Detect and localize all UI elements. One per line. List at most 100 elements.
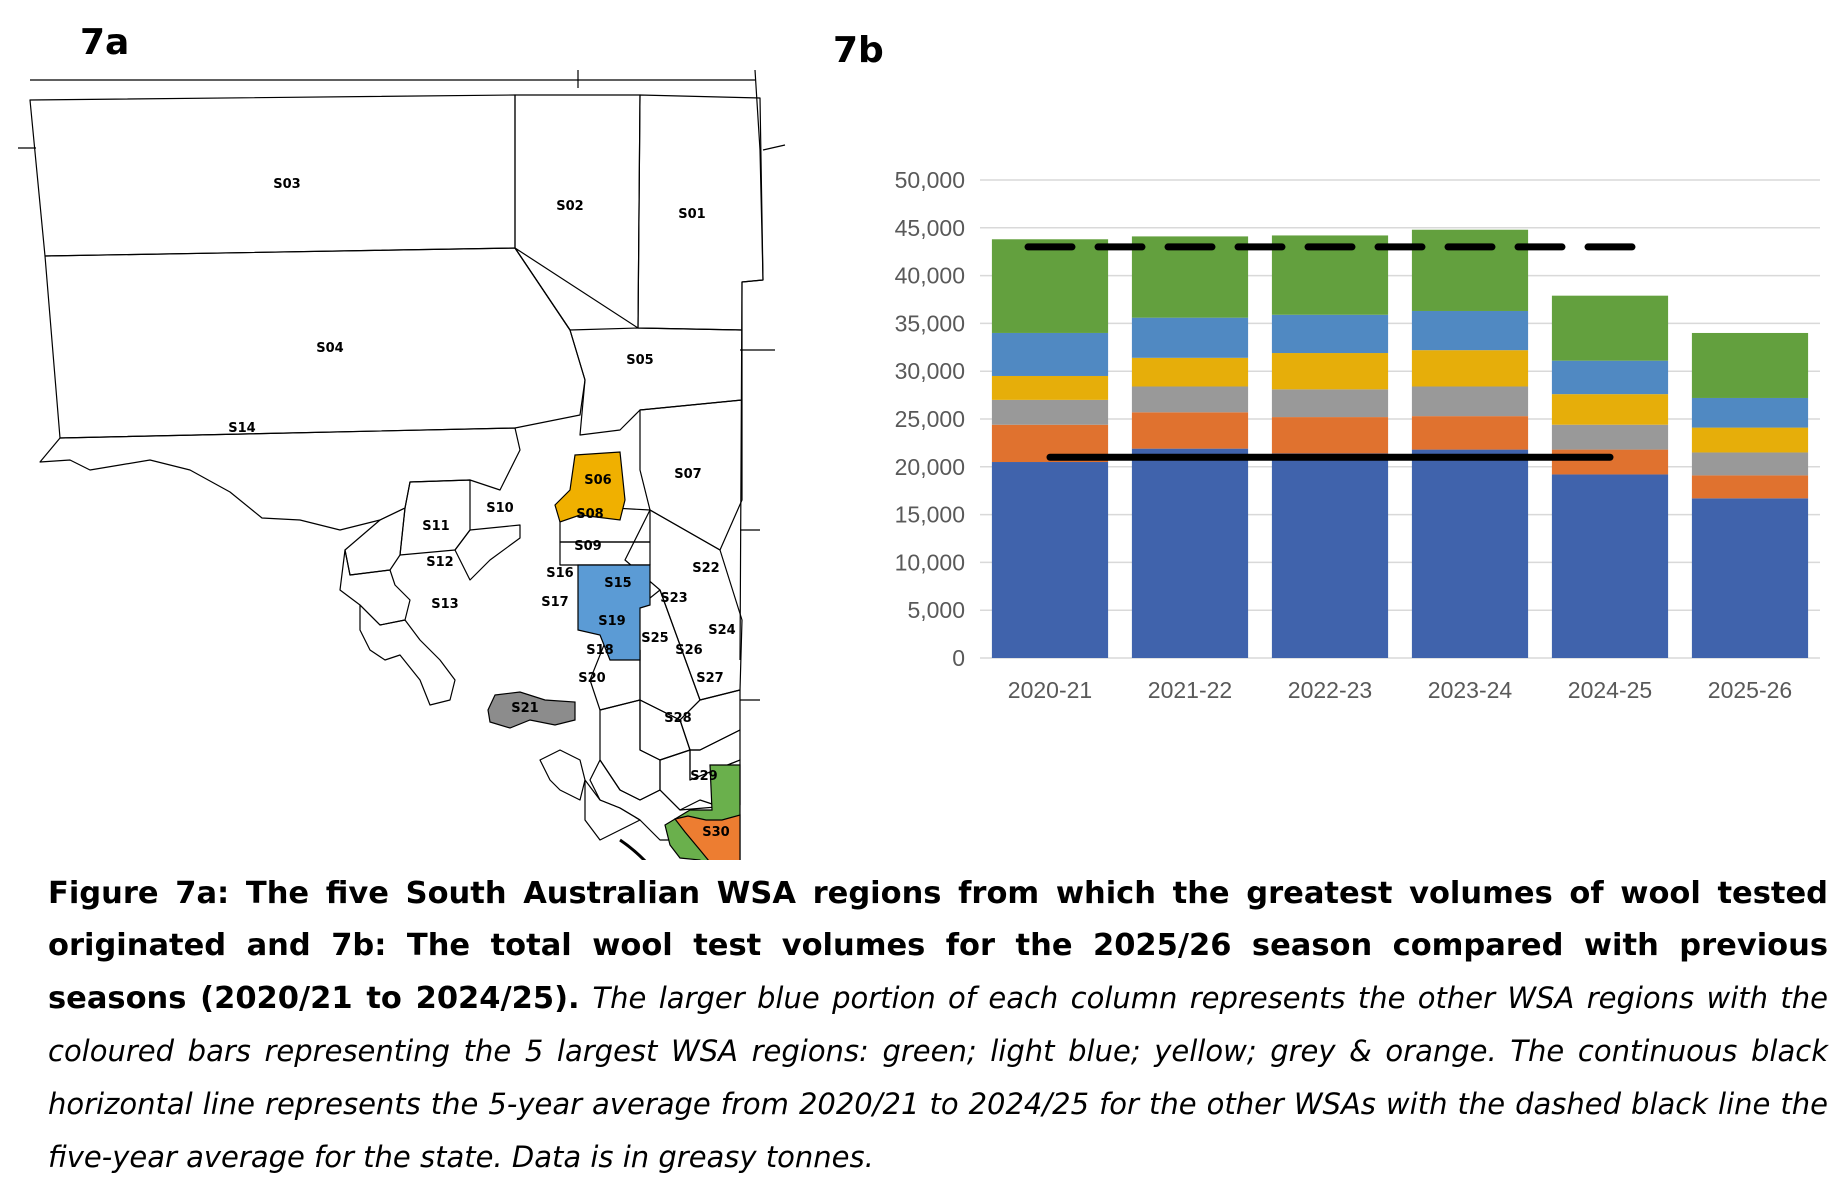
bar-segment-s4-2023-24 [1411,310,1529,351]
region-s21-highlight [487,691,576,729]
bar-segment-s2-2023-24 [1411,386,1529,417]
bar-segment-s4-2021-22 [1131,317,1249,358]
region-label-s15: S15 [604,576,631,591]
bar-segment-s3-2025-26 [1691,427,1809,453]
y-tick-label: 0 [952,645,965,671]
y-tick-label: 35,000 [895,310,965,336]
panel-a-label: 7a [80,22,130,63]
bar-segment-s3-2021-22 [1131,357,1249,387]
region-label-s05: S05 [626,353,653,368]
bar-segment-s2-2025-26 [1691,452,1809,476]
y-tick-label: 10,000 [895,549,965,575]
region-s20-shape [584,779,641,841]
bar-segment-s3-2020-21 [991,375,1109,400]
y-axis-ticks: 0 5,000 10,000 15,000 20,000 25,000 30,000 35,0… [895,167,965,671]
caption-italic-text: The larger blue portion of each column r… [48,981,1828,1174]
region-s25-shape [639,699,691,761]
map-border-east [739,69,764,661]
chart-bars [991,229,1809,658]
region-label-s25: S25 [641,631,668,646]
region-label-s11: S11 [422,519,449,534]
chart-grid [980,179,1820,659]
region-s15-highlight [577,564,651,661]
bar-segment-s2-2024-25 [1551,424,1669,450]
region-label-s28: S28 [664,711,691,726]
region-s03-shape [29,94,516,257]
y-tick-label: 25,000 [895,406,965,432]
bar-segment-s0-2021-22 [1131,448,1249,658]
region-label-s21: S21 [511,701,538,716]
region-label-s12: S12 [426,555,453,570]
x-axis-ticks: 2020-21 2021-22 2022-23 2023-24 2024-25 2025-… [1008,677,1792,703]
region-label-s01: S01 [678,207,705,222]
x-tick-label: 2025-26 [1708,677,1792,703]
bar-segment-s4-2025-26 [1691,397,1809,428]
bar-segment-s5-2025-26 [1691,332,1809,398]
region-label-s29: S29 [690,769,717,784]
region-s30-highlight [673,814,741,860]
region-s05-shape [514,247,743,436]
y-tick-label: 15,000 [895,502,965,528]
region-label-s23: S23 [660,591,687,606]
stacked-bar-chart: 0 5,000 10,000 15,000 20,000 25,000 30,000 35,0… [895,167,1820,703]
y-tick-label: 45,000 [895,215,965,241]
bar-segment-s1-2023-24 [1411,416,1529,450]
peninsula-shape [539,749,586,801]
region-label-s24: S24 [708,623,735,638]
region-s16-17-shape [454,524,521,581]
bar-segment-s5-2024-25 [1551,295,1669,361]
bar-segment-s0-2025-26 [1691,498,1809,658]
bar-segment-s1-2022-23 [1271,417,1389,454]
bar-segment-s3-2022-23 [1271,353,1389,390]
bar-segment-s0-2022-23 [1271,453,1389,658]
region-label-s22: S22 [692,561,719,576]
bar-segment-s5-2023-24 [1411,229,1529,311]
x-tick-label: 2022-23 [1288,677,1372,703]
region-label-s13: S13 [431,597,458,612]
bar-segment-s0-2024-25 [1551,474,1669,658]
bar-segment-s4-2022-23 [1271,314,1389,354]
y-tick-label: 50,000 [895,167,965,193]
region-label-s07: S07 [674,467,701,482]
map-border-east-stub [762,144,786,151]
y-tick-label: 20,000 [895,454,965,480]
bar-segment-s5-2020-21 [991,239,1109,333]
bar-segment-s2-2020-21 [991,399,1109,425]
region-label-s14: S14 [228,421,255,436]
bar-segment-s1-2025-26 [1691,475,1809,499]
region-label-s03: S03 [273,177,300,192]
region-label-s19: S19 [598,614,625,629]
region-label-s08: S08 [576,507,603,522]
x-tick-label: 2023-24 [1428,677,1513,703]
region-label-s30: S30 [702,825,729,840]
bar-segment-s2-2021-22 [1131,386,1249,413]
panel-b-label: 7b [833,30,884,71]
figure-caption: Figure 7a: The five South Australian WSA… [48,868,1828,1184]
bar-segment-s4-2020-21 [991,332,1109,376]
region-label-s20: S20 [578,671,605,686]
region-label-s10: S10 [486,501,513,516]
region-s12-shape [339,549,411,626]
region-s06-highlight [554,451,626,523]
region-label-s18: S18 [586,643,613,658]
bar-segment-s4-2024-25 [1551,360,1669,395]
region-label-s04: S04 [316,341,343,356]
y-tick-label: 5,000 [907,597,965,623]
region-s11-shape [344,507,406,576]
bar-segment-s0-2023-24 [1411,449,1529,658]
bar-segment-s1-2021-22 [1131,412,1249,449]
bar-segment-s0-2020-21 [991,462,1109,658]
region-label-s27: S27 [696,671,723,686]
region-s13-shape [359,604,456,706]
region-label-s02: S02 [556,199,583,214]
bar-segment-s1-2024-25 [1551,449,1669,475]
region-s14-shape [39,427,521,531]
region-label-s16: S16 [546,566,573,581]
y-tick-label: 30,000 [895,358,965,384]
region-s18-shape [599,699,661,801]
reference-lines [1024,243,1636,461]
x-tick-label: 2021-22 [1148,677,1232,703]
bar-segment-s3-2024-25 [1551,394,1669,425]
bar-segment-s3-2023-24 [1411,350,1529,387]
x-tick-label: 2024-25 [1568,677,1652,703]
